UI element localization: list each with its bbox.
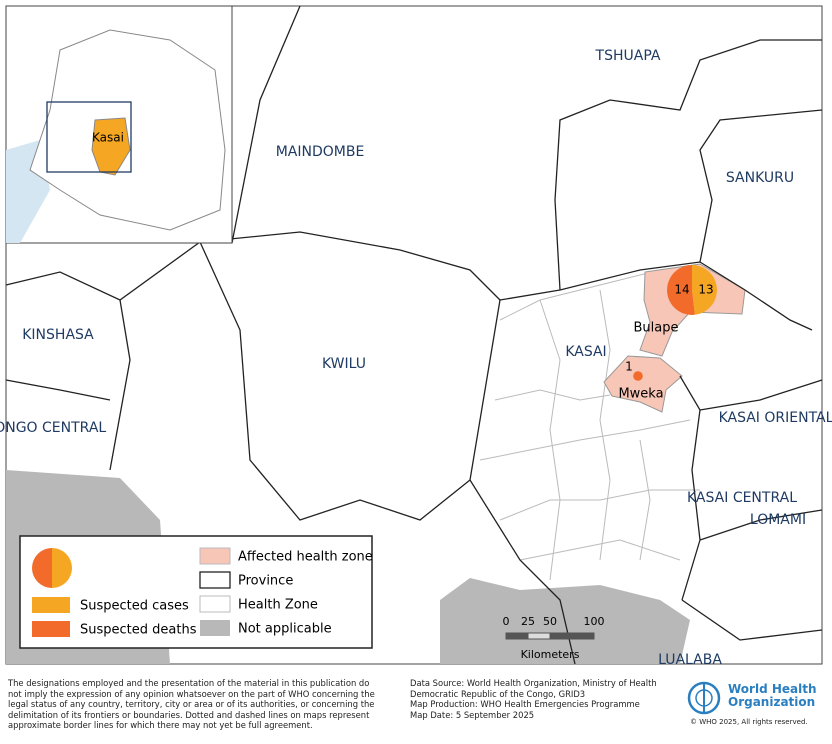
deaths-label: 1 — [625, 360, 633, 374]
province-label: KONGO CENTRAL — [0, 420, 106, 436]
province-label: KASAI ORIENTAL — [719, 410, 832, 426]
deaths-marker — [633, 371, 643, 381]
scale-bar: Kilometers 0 25 50 100 — [503, 615, 605, 661]
province-label: KWILU — [322, 356, 366, 372]
org-name: World Health Organization — [728, 683, 817, 709]
legend-label: Suspected deaths — [80, 623, 197, 638]
scale-unit: Kilometers — [521, 648, 580, 661]
cases-slice — [692, 265, 717, 315]
legend-label: Suspected cases — [80, 599, 189, 614]
org-line: World Health — [728, 682, 817, 696]
source-line: Map Production: WHO Health Emergencies P… — [410, 699, 640, 710]
province-borders — [5, 5, 823, 665]
province-label: KASAI CENTRAL — [687, 490, 797, 506]
province-label: MAINDOMBE — [276, 144, 365, 160]
scale-tick-label: 0 — [503, 615, 510, 628]
scale-segment — [505, 632, 529, 640]
cases-label: 13 — [698, 283, 713, 297]
scale-tick-label: 100 — [584, 615, 605, 628]
zone-label: Bulape — [634, 321, 679, 336]
inset-label: Kasai — [92, 131, 124, 145]
zone-label: Mweka — [618, 387, 663, 402]
deaths-label: 14 — [674, 283, 689, 297]
province-label: KASAI — [565, 344, 606, 360]
copyright: © WHO 2025, All rights reserved. — [690, 718, 808, 726]
province-label: LOMAMI — [750, 512, 806, 528]
province-label: TSHUAPA — [595, 48, 661, 64]
scale-tick-label: 25 — [521, 615, 535, 628]
legend-label: Affected health zone — [238, 550, 373, 565]
source-line: Data Source: World Health Organization, … — [410, 678, 657, 699]
scale-tick-label: 50 — [543, 615, 557, 628]
province-label: LUALABA — [658, 652, 722, 668]
source: Data Source: World Health Organization, … — [410, 678, 660, 720]
province-label: SANKURU — [726, 170, 794, 186]
province-label: KINSHASA — [22, 327, 94, 343]
affected-zone — [603, 355, 683, 413]
scale-segment — [527, 632, 551, 640]
health-zones — [479, 269, 700, 581]
source-line: Map Date: 5 September 2025 — [410, 709, 535, 720]
org-line: Organization — [728, 695, 816, 709]
disclaimer: The designations employed and the presen… — [8, 678, 375, 731]
deaths-slice — [667, 265, 695, 315]
legend-label: Province — [238, 574, 293, 589]
inset: Kasai — [5, 5, 233, 244]
legend-label: Not applicable — [238, 622, 332, 637]
legend-label: Health Zone — [238, 598, 318, 613]
who-emblem — [687, 681, 721, 715]
map: Kasai TSHUAPA MAINDOMBE SANKURU KINSHASA… — [0, 5, 832, 668]
legend: Suspected cases Suspected deaths Affecte… — [19, 535, 373, 649]
scale-segment — [549, 632, 595, 640]
